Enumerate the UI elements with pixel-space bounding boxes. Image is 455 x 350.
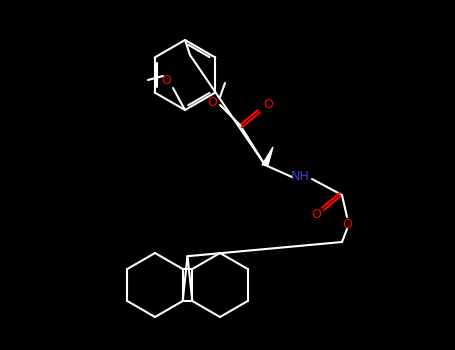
Polygon shape <box>262 147 273 165</box>
Text: O: O <box>161 74 171 86</box>
Text: NH: NH <box>291 170 309 183</box>
Text: O: O <box>311 209 321 222</box>
Text: O: O <box>207 97 217 110</box>
Text: O: O <box>342 218 352 231</box>
Text: O: O <box>263 98 273 112</box>
